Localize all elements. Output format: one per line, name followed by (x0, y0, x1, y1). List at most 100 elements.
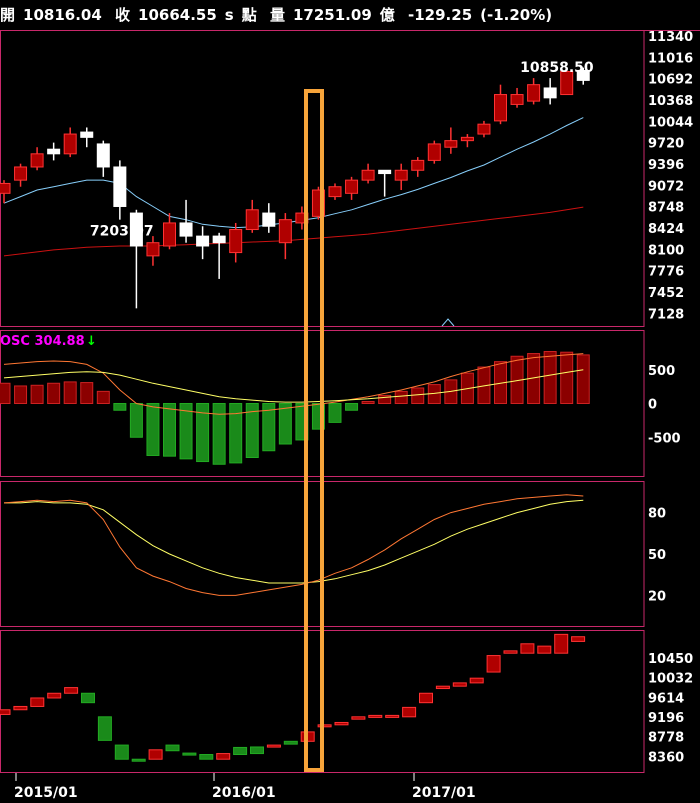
weekly-bar (351, 716, 366, 720)
volume-value: 17251.09 (293, 6, 372, 24)
osc-bar (47, 382, 61, 404)
candle-body (146, 242, 160, 257)
close-value: 10664.55 (138, 6, 217, 24)
volume-unit: 億 (379, 6, 395, 24)
unit-s: s (224, 6, 234, 24)
weekly-bar (0, 709, 11, 715)
candle-body (129, 212, 143, 247)
osc-bar (146, 403, 160, 456)
osc-bar (394, 390, 408, 405)
osc-bar (361, 400, 375, 405)
candle-body (278, 219, 292, 244)
weekly-tick-label: 10450 (648, 652, 693, 667)
x-tick-label: 2015/01 (14, 785, 78, 801)
price-tick-label: 7452 (648, 286, 684, 301)
weekly-tick-label: 8360 (648, 750, 684, 765)
kd-tick-label: 80 (648, 507, 666, 522)
osc-bar (212, 403, 226, 465)
osc-tick-label: -500 (648, 431, 681, 446)
kd-tick-label: 20 (648, 589, 666, 604)
osc-bar (378, 394, 392, 404)
weekly-bar (283, 740, 298, 745)
osc-bar (63, 381, 77, 404)
candle-body (510, 94, 524, 105)
candle-body (14, 166, 28, 181)
osc-bar (278, 403, 292, 445)
osc-tick-label: 500 (648, 364, 675, 379)
ma-long-line (3, 206, 584, 257)
volume-label: 量 (269, 6, 285, 24)
quote-header: 開 10816.04 收 10664.55 s 點 量 17251.09 億 -129.25… (0, 0, 700, 30)
weekly-bar (419, 692, 433, 704)
open-label: 開 (0, 6, 16, 24)
weekly-bar (266, 744, 281, 748)
weekly-bar (571, 636, 586, 642)
price-tick-label: 10368 (648, 94, 693, 109)
weekly-bar (435, 685, 450, 690)
x-tick-label: 2017/01 (412, 785, 476, 801)
weekly-bar (233, 746, 248, 756)
osc-bar (163, 403, 176, 457)
osc-bar (96, 390, 110, 405)
osc-bar (196, 403, 210, 463)
weekly-bar (469, 677, 484, 684)
open-value: 10816.04 (23, 6, 102, 24)
latest-marker (441, 318, 455, 327)
weekly-tick-label: 9196 (648, 711, 684, 726)
osc-bar (262, 403, 276, 452)
change-value: -129.25 (408, 6, 473, 24)
candle-body (47, 148, 61, 155)
candle-body (229, 229, 243, 254)
osc-bar (229, 403, 243, 464)
candle-body (576, 69, 590, 81)
highlight-box (304, 89, 324, 772)
osc-bar (245, 403, 259, 458)
candle-body (361, 169, 375, 181)
candle-body (113, 166, 127, 207)
osc-line-yellow (3, 369, 584, 403)
weekly-bar (368, 714, 383, 718)
candle-body (328, 186, 342, 198)
weekly-bar (97, 716, 112, 741)
price-tick-label: 7776 (648, 265, 684, 280)
osc-bar (411, 387, 425, 405)
price-tick-label: 10692 (648, 73, 693, 88)
weekly-bar (216, 753, 231, 760)
osc-bar (345, 403, 359, 411)
candle-body (378, 169, 392, 175)
osc-line-orange (3, 353, 584, 415)
price-annotation: 10858.50 (520, 60, 594, 76)
candle-body (494, 94, 507, 122)
weekly-bar (64, 687, 79, 694)
weekly-bar (554, 633, 569, 654)
osc-bar (129, 403, 143, 438)
close-label: 收 (115, 6, 131, 24)
weekly-bar (520, 643, 535, 654)
candle-body (444, 140, 458, 148)
weekly-bar (452, 682, 467, 687)
weekly-tick-label: 10032 (648, 672, 693, 687)
price-tick-label: 9072 (648, 179, 684, 194)
osc-bar (543, 351, 557, 404)
osc-tick-label: 0 (648, 398, 657, 413)
osc-title: OSC 304.88 (0, 334, 85, 349)
osc-bar (560, 351, 574, 405)
candle-body (96, 143, 110, 168)
osc-bar (80, 382, 94, 405)
ma-short-line (3, 117, 584, 229)
kd-line-yellow (4, 499, 584, 584)
weekly-bar (385, 714, 400, 718)
weekly-bar (537, 645, 552, 654)
weekly-bar (30, 697, 45, 707)
x-tick-label: 2016/01 (212, 785, 276, 801)
osc-bar (328, 403, 342, 423)
candle-body (560, 71, 574, 96)
weekly-tick-label: 8778 (648, 731, 684, 746)
weekly-bar (131, 758, 146, 762)
unit-point: 點 (241, 6, 257, 24)
candle-body (0, 182, 11, 194)
price-tick-label: 7128 (648, 307, 684, 322)
weekly-bar (47, 692, 62, 699)
osc-bar (14, 385, 28, 405)
